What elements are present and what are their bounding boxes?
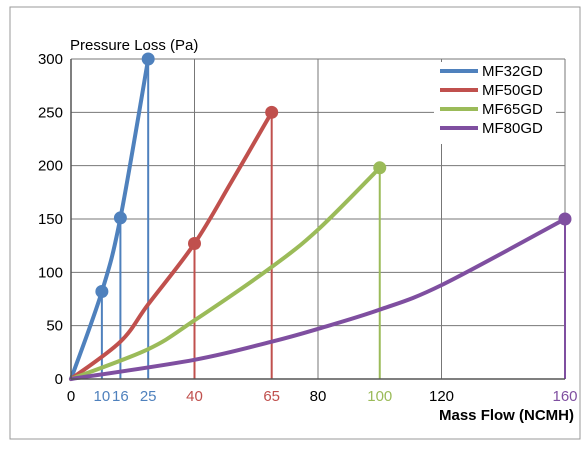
axes xyxy=(70,59,565,380)
y-tick-label-150: 150 xyxy=(38,211,63,228)
legend-label-mf65gd: MF65GD xyxy=(482,101,543,118)
marker-guides xyxy=(100,59,566,379)
legend-label-mf50gd: MF50GD xyxy=(482,82,543,99)
y-tick-label-250: 250 xyxy=(38,104,63,121)
marker-mf32gd-16 xyxy=(113,211,127,225)
x-axis-title: Mass Flow (NCMH) xyxy=(439,407,574,424)
x-tick-label-65: 65 xyxy=(263,388,280,405)
tick-labels: 0 50 100 150 200 250 300 0 80 120 10 16 25 40 65 100 160 xyxy=(38,51,578,405)
y-tick-label-50: 50 xyxy=(46,318,63,335)
y-axis-title: Pressure Loss (Pa) xyxy=(70,37,198,54)
marker-mf80gd-160 xyxy=(558,212,572,226)
y-tick-label-300: 300 xyxy=(38,51,63,68)
marker-mf50gd-65 xyxy=(265,105,279,119)
x-tick-label-10: 10 xyxy=(94,388,111,405)
legend-background xyxy=(434,62,556,144)
legend: MF32GD MF50GD MF65GD MF80GD xyxy=(434,62,556,144)
y-tick-label-200: 200 xyxy=(38,158,63,175)
legend-label-mf80gd: MF80GD xyxy=(482,120,543,137)
y-tick-label-0: 0 xyxy=(55,371,63,388)
x-tick-label-16: 16 xyxy=(112,388,129,405)
legend-label-mf32gd: MF32GD xyxy=(482,63,543,80)
x-tick-label-120: 120 xyxy=(429,388,454,405)
series-line-mf32gd xyxy=(69,57,151,381)
series-markers xyxy=(95,52,572,299)
x-tick-label-160: 160 xyxy=(552,388,577,405)
series-line-mf50gd xyxy=(69,110,274,381)
series-line-mf65gd xyxy=(69,165,382,381)
x-tick-label-25: 25 xyxy=(140,388,157,405)
series-line-mf80gd xyxy=(69,217,567,381)
marker-mf32gd-25 xyxy=(141,52,155,66)
x-tick-label-80: 80 xyxy=(310,388,327,405)
x-tick-label-100: 100 xyxy=(367,388,392,405)
marker-mf65gd-100 xyxy=(373,161,387,175)
marker-mf32gd-10 xyxy=(95,285,109,299)
x-tick-label-0: 0 xyxy=(67,388,75,405)
x-tick-label-40: 40 xyxy=(186,388,203,405)
series-lines xyxy=(69,57,567,381)
y-tick-label-100: 100 xyxy=(38,264,63,281)
marker-mf50gd-40 xyxy=(188,237,201,251)
